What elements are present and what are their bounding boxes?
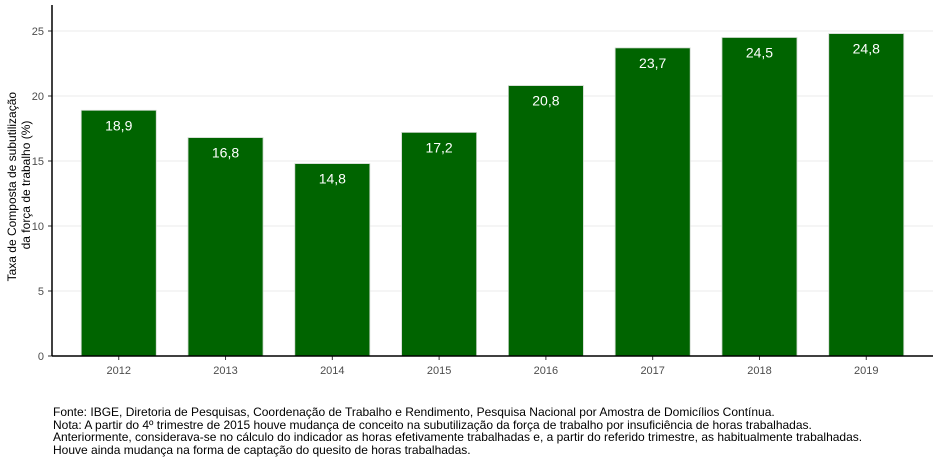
x-tick-label-2012: 2012 — [107, 365, 131, 377]
y-tick-label: 5 — [38, 286, 44, 298]
bar-2019 — [828, 33, 905, 357]
x-tick-label-2019: 2019 — [854, 365, 878, 377]
methodology-note-extra: Houve ainda mudança na forma de captação… — [53, 442, 471, 457]
y-tick-label: 20 — [32, 91, 44, 103]
bars-layer — [80, 33, 905, 357]
bar-2014 — [294, 163, 371, 357]
bar-2015 — [401, 131, 478, 357]
data-label-2013: 16,8 — [212, 145, 239, 161]
methodology-note: Nota: A partir do 4º trimestre de 2015 h… — [53, 417, 812, 432]
grid-layer — [52, 30, 933, 357]
data-label-2019: 24,8 — [853, 41, 880, 57]
x-tick-label-2016: 2016 — [534, 365, 558, 377]
data-label-2017: 23,7 — [639, 55, 666, 71]
x-tick-label-2015: 2015 — [427, 365, 451, 377]
x-tick-label-2014: 2014 — [320, 365, 344, 377]
bar-chart: 18,9 16,8 14,8 17,2 20,8 23,7 24,5 24,8 0 5 10 15 2… — [5, 5, 933, 377]
data-label-2016: 20,8 — [532, 93, 559, 109]
bar-2017 — [614, 47, 691, 357]
y-tick-label: 25 — [32, 26, 44, 38]
bar-2013 — [187, 137, 264, 357]
data-label-2014: 14,8 — [319, 171, 346, 187]
y-tick-label: 0 — [38, 351, 44, 363]
data-label-2018: 24,5 — [746, 45, 773, 61]
bar-2018 — [721, 37, 798, 357]
footnote-block: Fonte: IBGE, Diretoria de Pesquisas, Coo… — [53, 406, 933, 456]
axis-layer: 0 5 10 15 20 25 2012 2013 2014 2015 2016 2017 2018 20… — [32, 5, 933, 377]
y-axis-label-line-2: da força de trabalho (%) — [19, 121, 33, 250]
bar-2012 — [80, 109, 157, 357]
x-tick-label-2018: 2018 — [747, 365, 771, 377]
methodology-note-continued: Anteriormente, considerava-se no cálculo… — [53, 430, 863, 444]
x-tick-label-2017: 2017 — [640, 365, 664, 377]
y-tick-label: 15 — [32, 156, 44, 168]
y-tick-label: 10 — [32, 221, 44, 233]
data-label-2012: 18,9 — [105, 117, 132, 133]
source-note: Fonte: IBGE, Diretoria de Pesquisas, Coo… — [53, 405, 775, 419]
bar-2016 — [507, 85, 584, 357]
data-label-2015: 17,2 — [425, 139, 452, 155]
data-labels-layer: 18,9 16,8 14,8 17,2 20,8 23,7 24,5 24,8 — [105, 41, 880, 187]
x-tick-label-2013: 2013 — [213, 365, 237, 377]
y-axis-label-line-1: Taxa de Composta de subutilização — [5, 92, 19, 282]
y-axis-label: Taxa de Composta de subutilização da for… — [5, 89, 33, 282]
